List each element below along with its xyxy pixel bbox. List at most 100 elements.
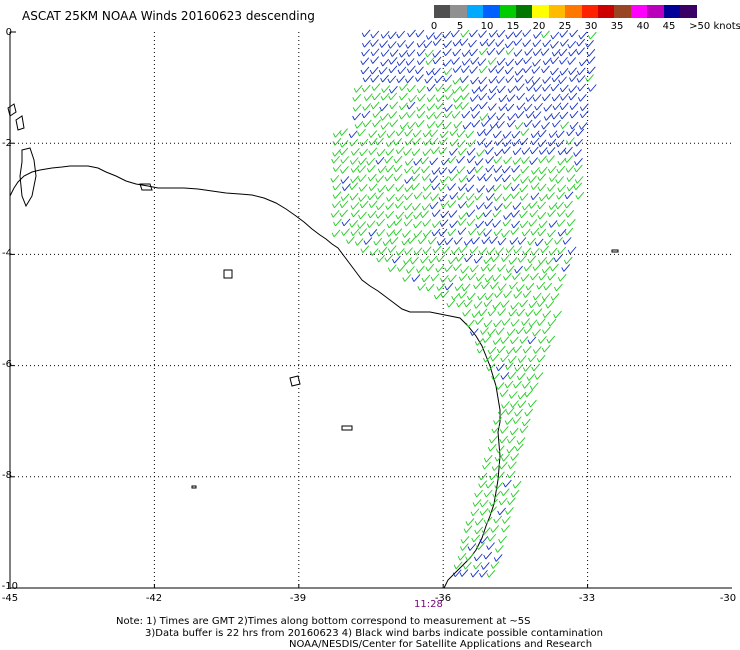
island-8 bbox=[611, 249, 619, 253]
wind-barb bbox=[579, 103, 589, 111]
wind-barb bbox=[516, 372, 526, 381]
wind-barb bbox=[438, 167, 448, 175]
wind-barb bbox=[443, 40, 452, 48]
wind-barb bbox=[486, 39, 495, 47]
wind-barb bbox=[538, 272, 548, 281]
wind-barb bbox=[494, 138, 504, 146]
wind-barb bbox=[534, 238, 544, 247]
wind-barb bbox=[536, 354, 546, 363]
legend-label-35: 35 bbox=[610, 21, 624, 32]
wind-barb bbox=[573, 182, 583, 191]
wind-barb bbox=[470, 508, 480, 517]
wind-barb bbox=[478, 308, 488, 317]
wind-barb bbox=[504, 66, 514, 75]
wind-barb bbox=[519, 184, 529, 193]
wind-barb bbox=[366, 165, 376, 173]
wind-barb bbox=[438, 228, 448, 237]
wind-barb bbox=[404, 138, 414, 146]
wind-barb bbox=[497, 408, 507, 417]
wind-barb bbox=[398, 111, 408, 120]
wind-barb bbox=[555, 201, 564, 210]
legend-swatch bbox=[565, 5, 583, 18]
wind-barb bbox=[502, 182, 512, 190]
wind-barb bbox=[432, 56, 442, 65]
legend-swatch bbox=[630, 5, 648, 18]
wind-barb bbox=[495, 39, 505, 47]
wind-barb bbox=[435, 84, 444, 92]
wind-barb bbox=[486, 363, 496, 372]
wind-barb bbox=[384, 254, 394, 262]
wind-barb bbox=[510, 489, 520, 498]
wind-barb bbox=[357, 221, 367, 229]
wind-barb bbox=[421, 165, 430, 174]
wind-barb bbox=[514, 74, 524, 83]
wind-barb bbox=[503, 201, 513, 210]
wind-barb bbox=[531, 77, 541, 85]
wind-barb bbox=[463, 299, 473, 308]
wind-barb bbox=[411, 274, 421, 282]
wind-barb bbox=[496, 57, 506, 66]
wind-barb bbox=[559, 102, 569, 111]
wind-barb bbox=[565, 165, 575, 173]
wind-barb bbox=[380, 30, 390, 39]
wind-barb bbox=[441, 246, 451, 254]
wind-barb bbox=[466, 174, 476, 183]
wind-barb bbox=[332, 164, 342, 172]
wind-barb bbox=[532, 292, 542, 301]
wind-barb bbox=[532, 263, 542, 271]
wind-barb bbox=[486, 247, 496, 255]
wind-barb bbox=[433, 111, 443, 119]
wind-barb bbox=[465, 319, 475, 328]
wind-barb bbox=[397, 66, 407, 75]
wind-barb bbox=[362, 103, 372, 111]
wind-barb bbox=[339, 128, 348, 136]
wind-barb bbox=[478, 65, 488, 74]
wind-barb bbox=[560, 93, 569, 101]
wind-barb bbox=[340, 166, 349, 174]
wind-barb bbox=[483, 209, 492, 218]
wind-barb bbox=[478, 472, 488, 481]
wind-barb bbox=[550, 263, 559, 272]
wind-barb bbox=[538, 147, 548, 155]
wind-barb bbox=[564, 191, 574, 200]
wind-barb bbox=[421, 173, 431, 181]
wind-barb bbox=[349, 192, 359, 201]
island-6 bbox=[289, 375, 301, 387]
x-tick-minus33: -33 bbox=[579, 593, 595, 604]
wind-barb bbox=[416, 39, 426, 48]
wind-barb bbox=[506, 346, 515, 355]
wind-barb bbox=[349, 220, 359, 228]
wind-barb bbox=[519, 210, 528, 219]
wind-barb bbox=[330, 209, 340, 218]
wind-barb bbox=[404, 165, 413, 174]
note-line-1: Note: 1) Times are GMT 2)Times along bot… bbox=[116, 616, 531, 627]
wind-barb bbox=[527, 336, 537, 345]
wind-barb bbox=[579, 58, 588, 67]
wind-barb bbox=[523, 103, 533, 112]
wind-barb bbox=[422, 246, 432, 254]
wind-barb bbox=[416, 110, 426, 119]
wind-barb bbox=[525, 94, 535, 102]
wind-barb bbox=[503, 290, 512, 299]
wind-barb bbox=[532, 48, 542, 56]
wind-barb bbox=[438, 183, 447, 192]
wind-barb bbox=[426, 111, 435, 120]
wind-barb bbox=[506, 470, 516, 479]
wind-barb bbox=[447, 228, 457, 237]
wind-barb bbox=[490, 525, 500, 533]
wind-barb bbox=[567, 246, 577, 255]
wind-barb bbox=[376, 254, 385, 263]
wind-barb bbox=[474, 517, 484, 526]
wind-barb bbox=[354, 238, 364, 246]
wind-barb bbox=[401, 237, 411, 246]
wind-barb bbox=[495, 363, 505, 372]
wind-barb bbox=[363, 237, 373, 245]
wind-barb bbox=[395, 211, 405, 220]
wind-barb bbox=[551, 48, 561, 57]
wind-barb bbox=[566, 137, 575, 145]
wind-barb bbox=[498, 497, 508, 506]
wind-barb bbox=[403, 202, 413, 211]
wind-barb bbox=[403, 148, 412, 156]
wind-barb bbox=[491, 372, 500, 381]
wind-barb bbox=[507, 497, 516, 505]
